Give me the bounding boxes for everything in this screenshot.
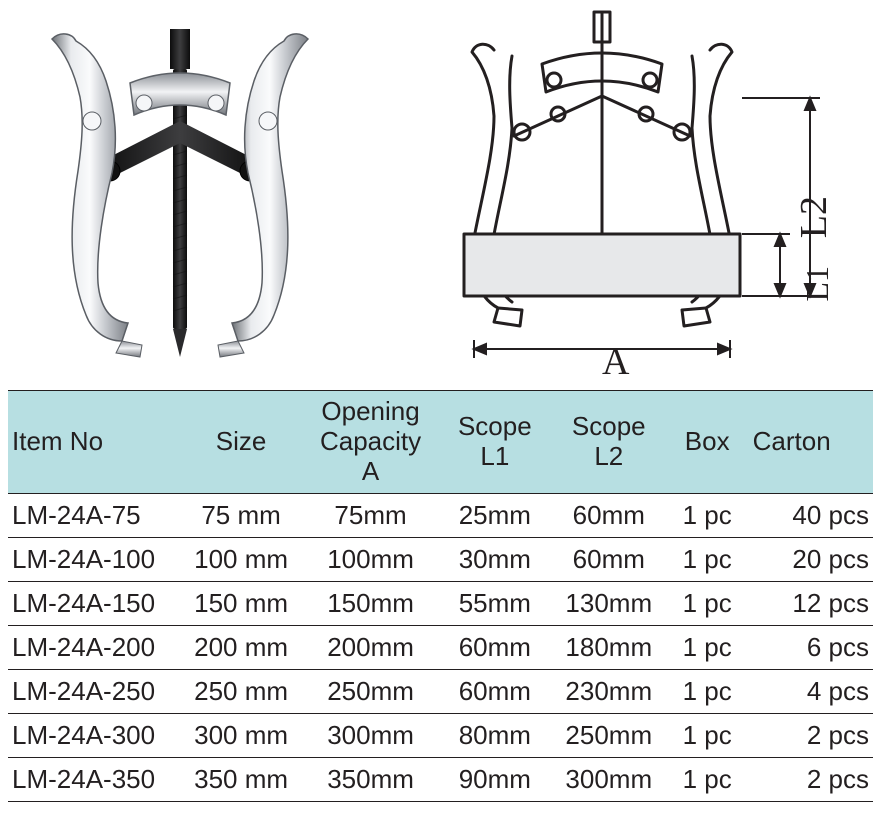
cell-l1: 90mm xyxy=(438,757,552,801)
cell-carton: 12 pcs xyxy=(749,581,873,625)
cell-carton: 2 pcs xyxy=(749,713,873,757)
column-header-item: Item No xyxy=(8,391,179,494)
cell-l2: 130mm xyxy=(552,581,666,625)
spec-table-head: Item NoSizeOpeningCapacityAScopeL1ScopeL… xyxy=(8,391,873,494)
cell-item: LM-24A-200 xyxy=(8,625,179,669)
cell-l1: 60mm xyxy=(438,625,552,669)
cell-size: 200 mm xyxy=(179,625,303,669)
spec-table-body: LM-24A-7575 mm75mm25mm60mm1 pc40 pcsLM-2… xyxy=(8,493,873,801)
product-photo xyxy=(12,23,342,378)
cell-carton: 20 pcs xyxy=(749,537,873,581)
cell-box: 1 pc xyxy=(666,757,749,801)
cell-box: 1 pc xyxy=(666,493,749,537)
column-header-box: Box xyxy=(666,391,749,494)
cell-l2: 180mm xyxy=(552,625,666,669)
figure-row: A L1 L2 xyxy=(8,8,873,390)
cell-l1: 80mm xyxy=(438,713,552,757)
cell-open: 100mm xyxy=(303,537,438,581)
cell-item: LM-24A-150 xyxy=(8,581,179,625)
cell-carton: 4 pcs xyxy=(749,669,873,713)
cell-size: 150 mm xyxy=(179,581,303,625)
column-header-open: OpeningCapacityA xyxy=(303,391,438,494)
column-header-carton: Carton xyxy=(749,391,873,494)
dimension-label-a: A xyxy=(602,340,629,384)
cell-item: LM-24A-75 xyxy=(8,493,179,537)
cell-open: 350mm xyxy=(303,757,438,801)
column-header-l2: ScopeL2 xyxy=(552,391,666,494)
spec-table: Item NoSizeOpeningCapacityAScopeL1ScopeL… xyxy=(8,390,873,802)
cell-carton: 2 pcs xyxy=(749,757,873,801)
column-header-l1: ScopeL1 xyxy=(438,391,552,494)
cell-open: 200mm xyxy=(303,625,438,669)
cell-item: LM-24A-100 xyxy=(8,537,179,581)
cell-l2: 230mm xyxy=(552,669,666,713)
table-row: LM-24A-200200 mm200mm60mm180mm1 pc6 pcs xyxy=(8,625,873,669)
cell-open: 150mm xyxy=(303,581,438,625)
cell-l2: 60mm xyxy=(552,537,666,581)
table-row: LM-24A-250250 mm250mm60mm230mm1 pc4 pcs xyxy=(8,669,873,713)
cell-open: 250mm xyxy=(303,669,438,713)
cell-item: LM-24A-300 xyxy=(8,713,179,757)
cell-l1: 25mm xyxy=(438,493,552,537)
cell-l1: 55mm xyxy=(438,581,552,625)
table-row: LM-24A-350350 mm350mm90mm300mm1 pc2 pcs xyxy=(8,757,873,801)
table-row: LM-24A-300300 mm300mm80mm250mm1 pc2 pcs xyxy=(8,713,873,757)
cell-carton: 6 pcs xyxy=(749,625,873,669)
cell-box: 1 pc xyxy=(666,669,749,713)
cell-box: 1 pc xyxy=(666,581,749,625)
column-header-size: Size xyxy=(179,391,303,494)
cell-l2: 300mm xyxy=(552,757,666,801)
cell-open: 300mm xyxy=(303,713,438,757)
dimension-label-l2: L2 xyxy=(792,196,836,238)
cell-size: 350 mm xyxy=(179,757,303,801)
dimension-diagram: A L1 L2 xyxy=(402,8,832,378)
cell-box: 1 pc xyxy=(666,537,749,581)
table-row: LM-24A-150150 mm150mm55mm130mm1 pc12 pcs xyxy=(8,581,873,625)
cell-l2: 60mm xyxy=(552,493,666,537)
cell-box: 1 pc xyxy=(666,625,749,669)
cell-item: LM-24A-350 xyxy=(8,757,179,801)
cell-item: LM-24A-250 xyxy=(8,669,179,713)
cell-size: 75 mm xyxy=(179,493,303,537)
dimension-label-l1: L1 xyxy=(799,266,836,302)
cell-box: 1 pc xyxy=(666,713,749,757)
cell-l1: 30mm xyxy=(438,537,552,581)
cell-size: 300 mm xyxy=(179,713,303,757)
cell-size: 100 mm xyxy=(179,537,303,581)
cell-open: 75mm xyxy=(303,493,438,537)
cell-size: 250 mm xyxy=(179,669,303,713)
table-row: LM-24A-100100 mm100mm30mm60mm1 pc20 pcs xyxy=(8,537,873,581)
cell-l2: 250mm xyxy=(552,713,666,757)
cell-carton: 40 pcs xyxy=(749,493,873,537)
table-row: LM-24A-7575 mm75mm25mm60mm1 pc40 pcs xyxy=(8,493,873,537)
cell-l1: 60mm xyxy=(438,669,552,713)
